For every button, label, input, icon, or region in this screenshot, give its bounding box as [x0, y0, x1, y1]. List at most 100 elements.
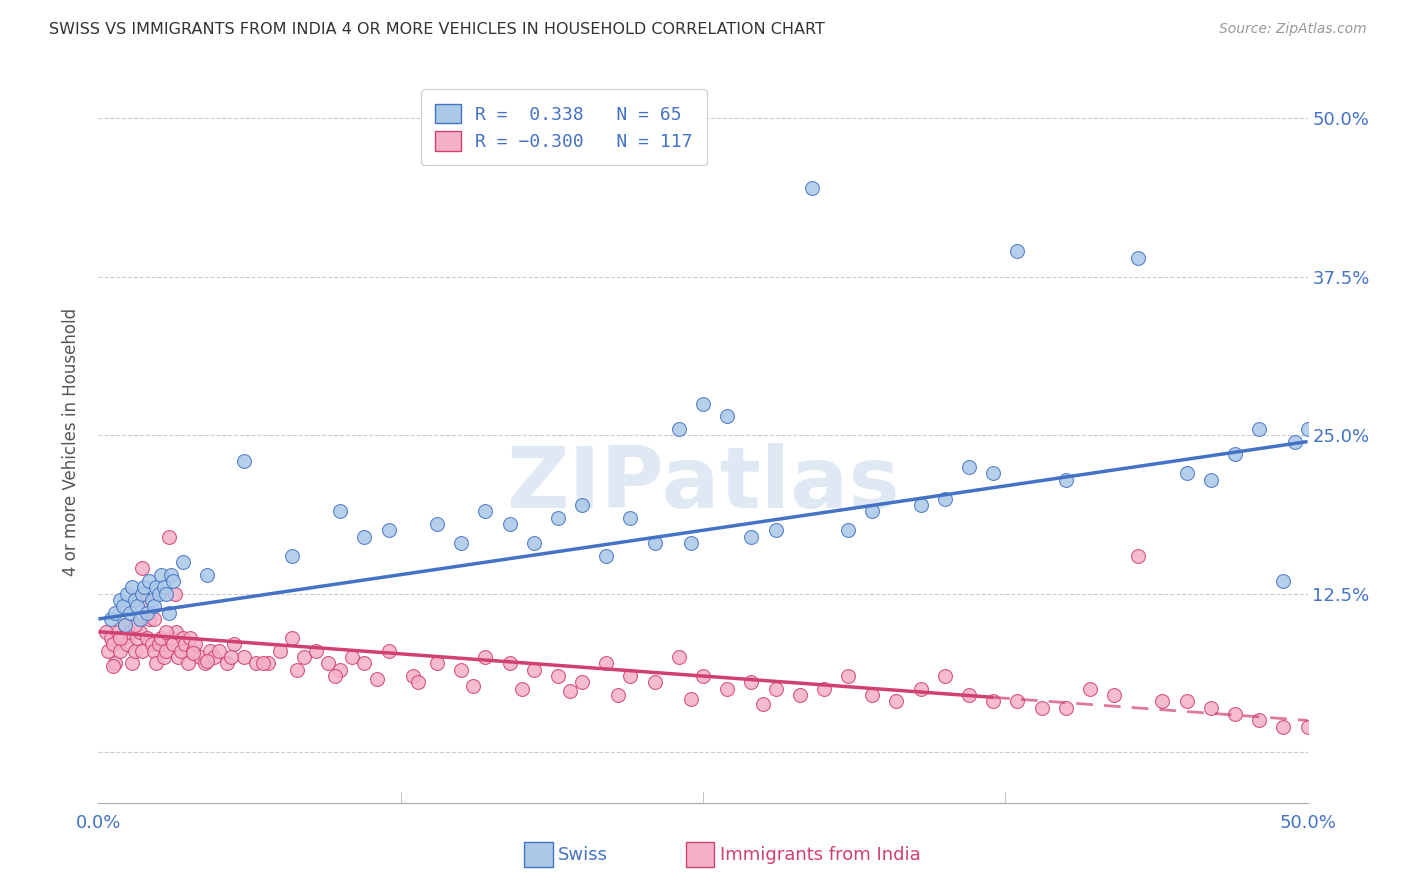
Point [152, 580, 174, 594]
Point [108, 593, 131, 607]
Point [124, 593, 146, 607]
Point [668, 650, 690, 665]
Point [510, 681, 533, 696]
Point [981, 694, 1004, 708]
Point [128, 624, 150, 639]
Point [160, 567, 183, 582]
Point [1249, 422, 1271, 436]
Point [547, 669, 569, 683]
Point [121, 580, 143, 594]
Point [204, 650, 226, 665]
Point [232, 650, 254, 665]
Point [150, 631, 173, 645]
Point [305, 643, 328, 657]
Point [1284, 434, 1306, 449]
Point [195, 654, 218, 668]
Point [450, 536, 472, 550]
Point [1199, 700, 1222, 714]
Point [256, 657, 278, 671]
Point [957, 459, 980, 474]
Point [377, 523, 399, 537]
Point [426, 516, 449, 531]
Point [1007, 694, 1029, 708]
Point [124, 618, 146, 632]
Point [215, 657, 238, 671]
Point [131, 561, 153, 575]
Point [181, 646, 204, 660]
Point [194, 657, 217, 671]
Point [692, 396, 714, 410]
Point [155, 587, 177, 601]
Point [1175, 694, 1198, 708]
Point [108, 643, 131, 657]
Point [740, 530, 762, 544]
Point [1223, 707, 1246, 722]
Point [141, 593, 163, 607]
Text: ZIPatlas: ZIPatlas [506, 443, 900, 526]
Point [644, 675, 666, 690]
Point [752, 697, 775, 711]
Point [644, 536, 666, 550]
Point [325, 669, 347, 683]
Point [1007, 244, 1029, 259]
Point [474, 650, 496, 665]
Text: Immigrants from India: Immigrants from India [720, 846, 921, 863]
Point [498, 516, 520, 531]
Text: Swiss: Swiss [558, 846, 609, 863]
Point [221, 650, 243, 665]
Point [143, 612, 166, 626]
Point [101, 637, 124, 651]
Point [160, 631, 183, 645]
Point [329, 504, 352, 518]
Point [222, 637, 245, 651]
Point [800, 181, 823, 195]
Point [860, 504, 883, 518]
Point [145, 580, 167, 594]
Point [377, 643, 399, 657]
Point [121, 657, 143, 671]
Point [1223, 447, 1246, 461]
Point [104, 657, 127, 671]
Point [111, 599, 134, 614]
Point [595, 549, 617, 563]
Point [402, 669, 425, 683]
Point [145, 657, 167, 671]
Point [114, 618, 136, 632]
Point [679, 691, 702, 706]
Point [329, 663, 352, 677]
Point [111, 631, 134, 645]
Point [131, 587, 153, 601]
Point [135, 606, 157, 620]
Point [1128, 251, 1150, 265]
Point [366, 672, 388, 686]
Point [245, 657, 267, 671]
Point [165, 624, 187, 639]
Point [107, 624, 129, 639]
Point [837, 523, 859, 537]
Point [118, 606, 141, 620]
Point [100, 631, 122, 645]
Point [94, 624, 117, 639]
Point [1031, 700, 1053, 714]
Point [169, 643, 191, 657]
Y-axis label: 4 or more Vehicles in Household: 4 or more Vehicles in Household [62, 308, 80, 575]
Point [595, 657, 617, 671]
Point [157, 530, 180, 544]
Point [426, 657, 449, 671]
Point [292, 650, 315, 665]
Point [450, 663, 472, 677]
Point [1296, 422, 1319, 436]
Point [124, 643, 146, 657]
Point [135, 631, 157, 645]
Point [1078, 681, 1101, 696]
Point [571, 498, 593, 512]
Point [934, 491, 956, 506]
Point [118, 624, 141, 639]
Point [172, 555, 194, 569]
Point [406, 675, 429, 690]
Point [198, 643, 221, 657]
Point [1249, 714, 1271, 728]
Point [463, 679, 485, 693]
Point [1272, 574, 1295, 588]
Point [155, 624, 177, 639]
